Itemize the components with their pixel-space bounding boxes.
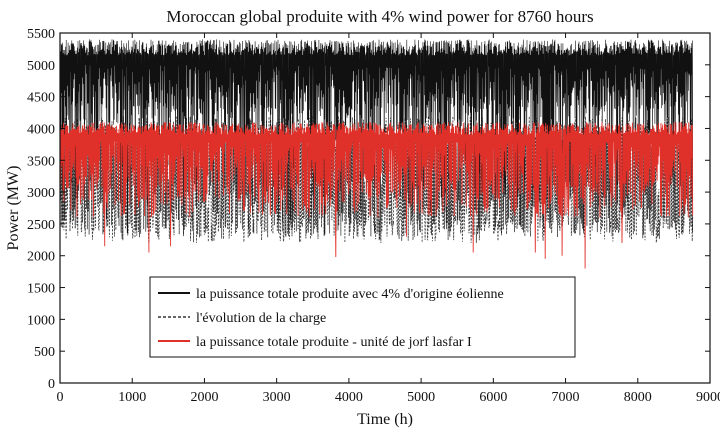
legend-label-load: l'évolution de la charge [196, 311, 326, 326]
chart-title: Moroccan global produite with 4% wind po… [166, 7, 593, 26]
y-tick-label: 3000 [27, 186, 55, 201]
axes-frame [59, 32, 711, 384]
y-tick-label: 1000 [27, 313, 55, 328]
y-tick-label: 2500 [27, 218, 55, 233]
x-tick-label: 3000 [263, 390, 291, 405]
y-tick-label: 500 [34, 345, 55, 360]
y-tick-label: 3500 [27, 154, 55, 169]
plot-data [59, 39, 694, 269]
y-tick-label: 2000 [27, 250, 55, 265]
series-line-jorf-lasfar [59, 122, 694, 269]
y-tick-label: 0 [48, 377, 55, 392]
legend-label-total-wind: la puissance totale produite avec 4% d'o… [196, 287, 504, 302]
y-tick-label: 4000 [27, 122, 55, 137]
x-tick-label: 8000 [624, 390, 652, 405]
y-tick-label: 4500 [27, 91, 55, 106]
y-tick-label: 1500 [27, 282, 55, 297]
y-axis-label: Power (MW) [5, 166, 22, 251]
x-tick-label: 7000 [552, 390, 580, 405]
x-tick-label: 0 [57, 390, 64, 405]
y-tick-label: 5000 [27, 59, 55, 74]
series-line-total-wind [59, 39, 693, 236]
y-tick-label: 5500 [27, 27, 55, 42]
x-tick-label: 6000 [479, 390, 507, 405]
x-axis-label: Time (h) [357, 411, 413, 428]
x-tick-label: 2000 [190, 390, 218, 405]
legend: la puissance totale produite avec 4% d'o… [149, 276, 576, 358]
x-tick-label: 1000 [118, 390, 146, 405]
x-tick-label: 4000 [335, 390, 363, 405]
legend-label-jorf-lasfar: la puissance totale produite - unité de … [196, 335, 472, 350]
x-tick-label: 5000 [407, 390, 435, 405]
legend-box [149, 276, 576, 358]
